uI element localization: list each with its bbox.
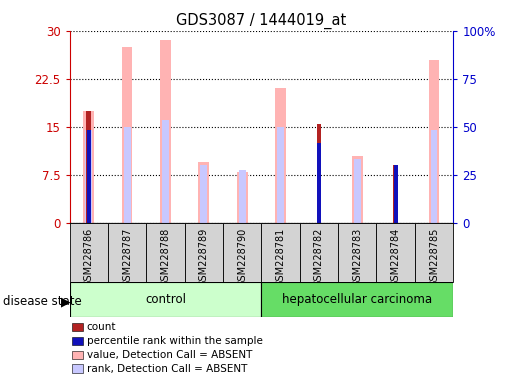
Bar bbox=[275, 88, 286, 223]
Bar bbox=[394, 165, 398, 223]
Bar bbox=[87, 130, 91, 223]
Bar bbox=[317, 124, 321, 223]
Text: rank, Detection Call = ABSENT: rank, Detection Call = ABSENT bbox=[87, 364, 247, 374]
Text: GSM228785: GSM228785 bbox=[429, 227, 439, 287]
Text: GSM228787: GSM228787 bbox=[122, 227, 132, 287]
Text: GSM228781: GSM228781 bbox=[276, 227, 285, 287]
Text: GSM228786: GSM228786 bbox=[84, 227, 94, 287]
Text: percentile rank within the sample: percentile rank within the sample bbox=[87, 336, 263, 346]
Bar bbox=[108, 223, 146, 282]
Bar bbox=[261, 223, 300, 282]
Bar bbox=[70, 282, 261, 317]
Bar bbox=[376, 223, 415, 282]
Bar bbox=[239, 170, 246, 223]
Bar bbox=[300, 223, 338, 282]
Bar bbox=[124, 127, 130, 223]
Bar bbox=[277, 127, 284, 223]
Bar bbox=[261, 282, 453, 317]
Text: value, Detection Call = ABSENT: value, Detection Call = ABSENT bbox=[87, 350, 252, 360]
Text: GSM228784: GSM228784 bbox=[391, 227, 401, 287]
Bar bbox=[352, 156, 363, 223]
Text: control: control bbox=[145, 293, 186, 306]
Bar bbox=[85, 130, 92, 223]
Text: GSM228782: GSM228782 bbox=[314, 227, 324, 287]
Bar bbox=[160, 40, 171, 223]
Bar bbox=[146, 223, 184, 282]
Text: count: count bbox=[87, 322, 116, 332]
Bar bbox=[70, 223, 108, 282]
Bar bbox=[237, 172, 248, 223]
Bar bbox=[200, 165, 207, 223]
Bar bbox=[223, 223, 261, 282]
Text: GSM228788: GSM228788 bbox=[161, 227, 170, 287]
Bar bbox=[87, 111, 91, 223]
Bar bbox=[354, 159, 360, 223]
Bar bbox=[162, 120, 169, 223]
Bar bbox=[393, 165, 398, 223]
Bar bbox=[184, 223, 223, 282]
Title: GDS3087 / 1444019_at: GDS3087 / 1444019_at bbox=[176, 13, 347, 29]
Bar bbox=[83, 111, 94, 223]
Bar bbox=[415, 223, 453, 282]
Bar bbox=[198, 162, 209, 223]
Bar bbox=[428, 60, 439, 223]
Text: ▶: ▶ bbox=[61, 295, 71, 308]
Text: GSM228783: GSM228783 bbox=[352, 227, 362, 287]
Bar bbox=[431, 130, 437, 223]
Text: hepatocellular carcinoma: hepatocellular carcinoma bbox=[282, 293, 433, 306]
Bar bbox=[338, 223, 376, 282]
Bar bbox=[122, 47, 132, 223]
Text: disease state: disease state bbox=[3, 295, 81, 308]
Text: GSM228790: GSM228790 bbox=[237, 227, 247, 287]
Bar bbox=[317, 143, 321, 223]
Text: GSM228789: GSM228789 bbox=[199, 227, 209, 287]
